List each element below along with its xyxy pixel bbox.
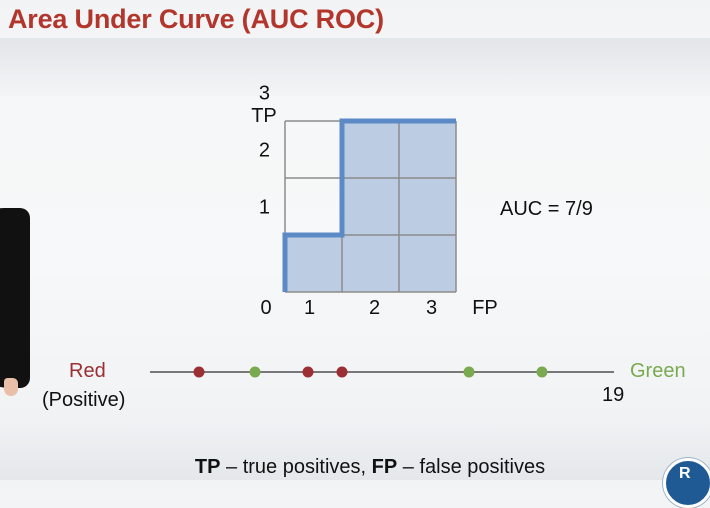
number-line-dot-6 bbox=[536, 366, 548, 378]
end-value-label: 19 bbox=[602, 384, 625, 406]
background-bottom bbox=[0, 420, 710, 480]
number-line-dot-4 bbox=[336, 366, 348, 378]
x-tick-1: 1 bbox=[304, 297, 315, 319]
auc-cell-2 bbox=[342, 178, 399, 235]
roc-curve bbox=[282, 118, 456, 292]
caption: TP – true positives, FP – false positive… bbox=[0, 456, 710, 479]
caption-tp: TP bbox=[194, 456, 221, 478]
y-axis-label: TP bbox=[251, 105, 277, 127]
x-tick-3: 3 bbox=[426, 297, 437, 319]
auc-cell-1 bbox=[342, 235, 399, 292]
x-tick-0: 0 bbox=[260, 297, 271, 319]
caption-fp-desc: – false positives bbox=[397, 456, 546, 478]
red-label: Red bbox=[69, 360, 106, 382]
logo-badge: R bbox=[663, 458, 710, 508]
y-tick-1: 1 bbox=[259, 197, 270, 219]
caption-fp: FP bbox=[371, 456, 398, 478]
x-axis-label: FP bbox=[472, 297, 498, 319]
green-label: Green bbox=[630, 360, 686, 382]
caption-tp-desc: – true positives, bbox=[220, 456, 372, 478]
number-line-dot-2 bbox=[249, 366, 261, 378]
number-line-dot-5 bbox=[463, 366, 475, 378]
auc-cell-0 bbox=[285, 235, 342, 292]
slide-title: Area Under Curve (AUC ROC) bbox=[8, 4, 384, 34]
positive-label: (Positive) bbox=[42, 389, 126, 411]
number-line-dot-3 bbox=[302, 366, 314, 378]
auc-value: AUC = 7/9 bbox=[500, 198, 593, 220]
presenter-hand bbox=[4, 378, 18, 396]
auc-cell-5 bbox=[399, 178, 456, 235]
presenter-silhouette bbox=[0, 208, 30, 388]
x-tick-2: 2 bbox=[369, 297, 380, 319]
number-line-dot-1 bbox=[193, 366, 205, 378]
logo-letter: R bbox=[679, 465, 691, 482]
auc-cell-6 bbox=[399, 121, 456, 178]
auc-cell-4 bbox=[399, 235, 456, 292]
auc-cell-3 bbox=[342, 121, 399, 178]
background-band bbox=[0, 38, 710, 96]
y-tick-3: 3 bbox=[259, 83, 270, 105]
y-tick-2: 2 bbox=[259, 140, 270, 162]
